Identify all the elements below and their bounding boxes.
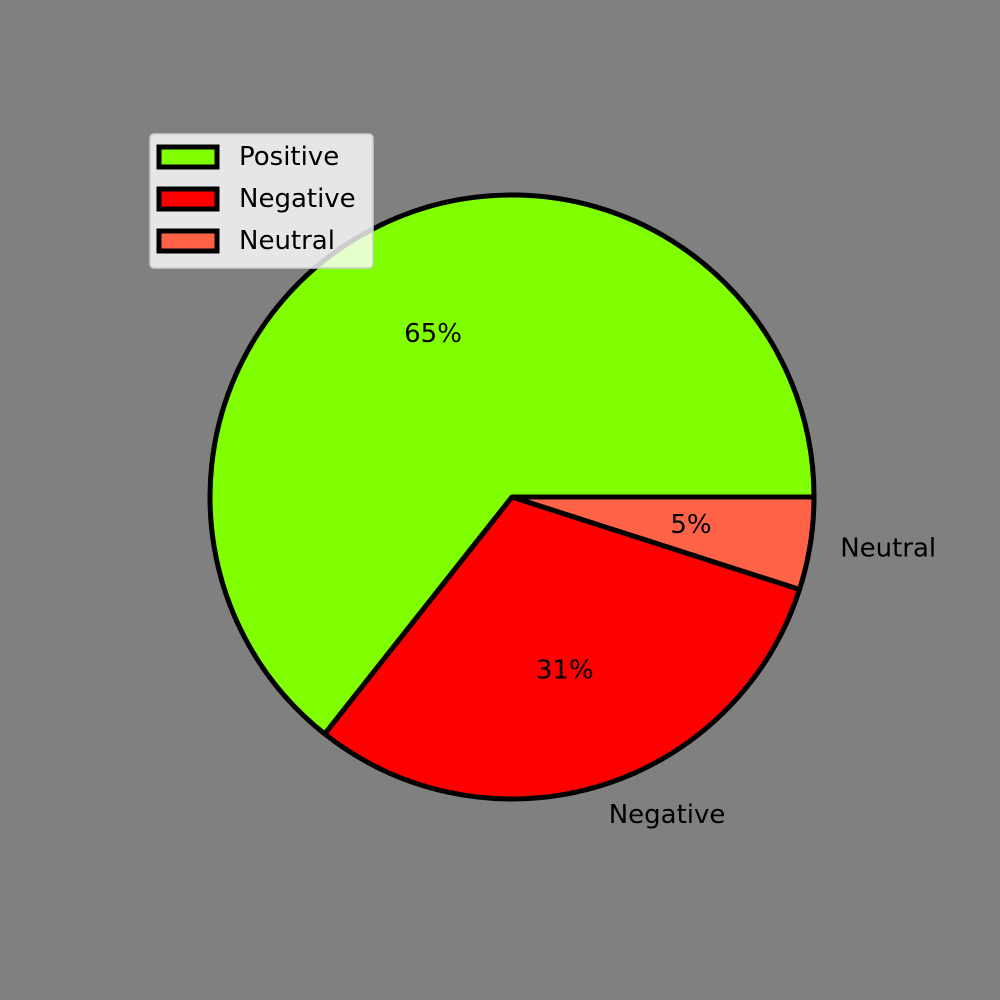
pie-slice-positive	[207, 192, 817, 737]
legend-label-neutral: Neutral	[239, 226, 335, 256]
outer-label-neutral: Neutral	[840, 533, 936, 563]
outer-label-negative: Negative	[609, 800, 726, 830]
legend-swatch-negative	[156, 186, 220, 212]
pie-slice-negative	[322, 494, 803, 802]
legend: Positive Negative Neutral	[149, 133, 374, 269]
pct-label-negative: 31%	[536, 655, 594, 685]
legend-label-positive: Positive	[239, 142, 339, 172]
pct-label-positive: 65%	[404, 319, 462, 349]
pct-label-neutral: 5%	[670, 510, 711, 540]
pie-slice-neutral	[509, 494, 817, 592]
pie-slices	[207, 192, 817, 802]
pie-percent-labels: 65% 31% 5%	[404, 319, 712, 685]
legend-swatch-positive	[156, 144, 220, 170]
legend-label-negative: Negative	[239, 184, 356, 214]
legend-swatch-neutral	[156, 228, 220, 254]
pie-outer-labels: Negative Neutral	[609, 533, 936, 829]
